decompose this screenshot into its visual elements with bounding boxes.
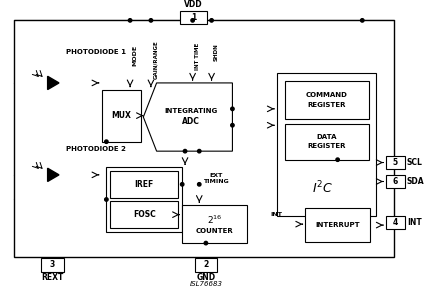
Bar bbox=[110, 171, 178, 197]
Circle shape bbox=[361, 19, 364, 22]
Text: INTEGRATING: INTEGRATING bbox=[164, 108, 217, 114]
Polygon shape bbox=[143, 83, 232, 151]
Circle shape bbox=[183, 150, 187, 153]
Text: VDD: VDD bbox=[184, 0, 203, 9]
Text: EXT
TIMING: EXT TIMING bbox=[203, 173, 229, 184]
Bar bbox=[277, 73, 376, 216]
Circle shape bbox=[149, 19, 152, 22]
Text: IREF: IREF bbox=[135, 180, 154, 189]
Circle shape bbox=[204, 241, 208, 245]
Text: ISL76683: ISL76683 bbox=[189, 281, 222, 287]
Text: SCL: SCL bbox=[407, 158, 422, 167]
Text: PHOTODIODE 1: PHOTODIODE 1 bbox=[66, 49, 126, 55]
Circle shape bbox=[181, 183, 184, 186]
Circle shape bbox=[210, 19, 213, 22]
Text: REXT: REXT bbox=[41, 274, 64, 282]
Text: $2^{16}$: $2^{16}$ bbox=[206, 213, 222, 226]
Text: 5: 5 bbox=[393, 158, 398, 167]
Text: 6: 6 bbox=[393, 177, 398, 186]
Text: 4: 4 bbox=[393, 218, 398, 227]
Text: 1: 1 bbox=[191, 13, 196, 22]
Circle shape bbox=[128, 19, 132, 22]
Circle shape bbox=[197, 183, 201, 186]
Text: COUNTER: COUNTER bbox=[196, 228, 233, 234]
Bar bbox=[285, 124, 369, 160]
Text: REGISTER: REGISTER bbox=[308, 102, 346, 108]
Bar bbox=[194, 258, 217, 272]
Circle shape bbox=[105, 198, 108, 201]
Polygon shape bbox=[48, 76, 59, 90]
Text: GAIN/RANGE: GAIN/RANGE bbox=[153, 40, 158, 79]
Text: INT: INT bbox=[270, 212, 282, 217]
Text: COMMAND: COMMAND bbox=[306, 92, 348, 98]
Text: FOSC: FOSC bbox=[133, 210, 156, 219]
Bar bbox=[180, 11, 207, 24]
Text: INTERRUPT: INTERRUPT bbox=[315, 222, 360, 228]
Circle shape bbox=[231, 123, 234, 127]
Text: 3: 3 bbox=[50, 260, 55, 269]
Text: INT: INT bbox=[407, 218, 422, 227]
Bar bbox=[386, 175, 405, 188]
Bar bbox=[41, 258, 64, 272]
Polygon shape bbox=[48, 168, 59, 181]
Text: ADC: ADC bbox=[182, 117, 200, 126]
Bar bbox=[386, 156, 405, 169]
Text: SHDN: SHDN bbox=[213, 43, 219, 61]
Text: REGISTER: REGISTER bbox=[308, 144, 346, 150]
Text: DATA: DATA bbox=[317, 134, 337, 140]
Text: MODE: MODE bbox=[132, 44, 137, 65]
Circle shape bbox=[197, 150, 201, 153]
Text: INT TIME: INT TIME bbox=[194, 43, 200, 70]
Text: SDA: SDA bbox=[407, 177, 424, 186]
Bar bbox=[285, 81, 369, 119]
Text: PHOTODIODE 2: PHOTODIODE 2 bbox=[66, 146, 126, 152]
Bar bbox=[305, 208, 370, 242]
Bar bbox=[110, 201, 178, 228]
Bar bbox=[106, 167, 182, 232]
Bar bbox=[102, 90, 141, 142]
Bar bbox=[182, 205, 247, 243]
Text: $I^2C$: $I^2C$ bbox=[312, 179, 334, 196]
Circle shape bbox=[105, 140, 108, 144]
Text: GND: GND bbox=[196, 274, 216, 282]
Circle shape bbox=[231, 107, 234, 110]
Bar bbox=[386, 216, 405, 229]
Text: MUX: MUX bbox=[111, 111, 131, 120]
Circle shape bbox=[336, 158, 339, 161]
Bar bbox=[14, 20, 394, 257]
Text: 2: 2 bbox=[203, 260, 209, 269]
Circle shape bbox=[191, 19, 194, 22]
